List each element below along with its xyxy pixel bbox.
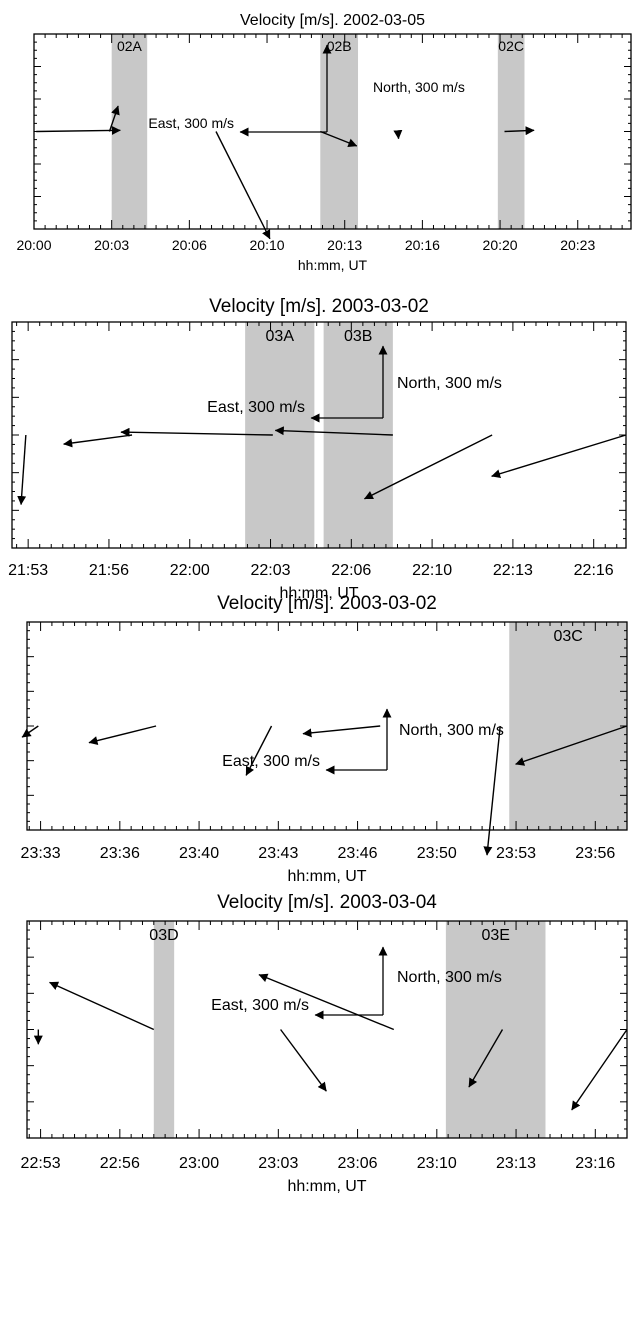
- east-scale-label: East, 300 m/s: [211, 997, 309, 1014]
- x-tick-label: 23:33: [21, 845, 61, 862]
- x-tick-label: 23:50: [417, 845, 457, 862]
- chart-title: Velocity [m/s]. 2003-03-04: [217, 892, 437, 913]
- x-tick-label: 20:13: [327, 237, 362, 253]
- x-tick-label: 20:16: [405, 237, 440, 253]
- x-tick-label: 20:00: [16, 237, 51, 253]
- interval-band: [509, 622, 627, 830]
- velocity-vector: [108, 105, 120, 132]
- x-tick-label: 23:16: [575, 1155, 615, 1172]
- interval-label: 03C: [553, 628, 582, 645]
- x-tick-label: 23:00: [179, 1155, 219, 1172]
- north-scale-label: North, 300 m/s: [373, 79, 465, 95]
- velocity-vector: [491, 434, 627, 479]
- velocity-vector: [302, 725, 381, 738]
- x-tick-label: 23:36: [100, 845, 140, 862]
- interval-band: [111, 34, 148, 229]
- chart-title: Velocity [m/s]. 2003-03-02: [217, 593, 437, 614]
- x-tick-label: 22:03: [251, 562, 291, 579]
- velocity-vector: [21, 725, 39, 738]
- interval-label: 03A: [266, 328, 295, 345]
- velocity-vector: [393, 129, 403, 140]
- x-tick-label: 21:53: [8, 562, 48, 579]
- x-tick-label: 20:10: [250, 237, 285, 253]
- north-scale-label: North, 300 m/s: [397, 969, 502, 986]
- interval-label: 03E: [481, 927, 509, 944]
- x-tick-label: 22:13: [493, 562, 533, 579]
- velocity-vector: [120, 427, 273, 437]
- x-tick-label: 23:03: [258, 1155, 298, 1172]
- interval-label: 02A: [117, 38, 143, 54]
- velocity-vector: [49, 981, 155, 1031]
- x-tick-label: 23:06: [338, 1155, 378, 1172]
- x-tick-label: 22:00: [170, 562, 210, 579]
- interval-label: 02C: [498, 38, 524, 54]
- x-tick-label: 23:13: [496, 1155, 536, 1172]
- velocity-vector: [88, 725, 157, 745]
- velocity-vector: [515, 725, 628, 766]
- velocity-panel: Velocity [m/s]. 2003-03-04 03D 03E 22:53 22:…: [21, 892, 628, 1195]
- x-tick-label: 23:56: [575, 845, 615, 862]
- x-tick-label: 22:53: [21, 1155, 61, 1172]
- velocity-vector: [504, 126, 535, 136]
- plot-frame: [11, 321, 627, 549]
- x-tick-label: 21:56: [89, 562, 129, 579]
- chart-title: Velocity [m/s]. 2003-03-02: [209, 296, 429, 317]
- velocity-vector: [245, 725, 273, 776]
- x-axis-label: hh:mm, UT: [298, 257, 368, 273]
- velocity-vector: [280, 1029, 327, 1092]
- east-scale-label: East, 300 m/s: [222, 753, 320, 770]
- velocity-vector: [364, 434, 493, 500]
- interval-label: 03D: [149, 927, 178, 944]
- velocity-panel: Velocity [m/s]. 2003-03-02 03A 03B 21:53 21:…: [8, 296, 627, 602]
- interval-band: [445, 921, 546, 1138]
- x-tick-label: 22:10: [412, 562, 452, 579]
- x-axis-label: hh:mm, UT: [287, 868, 366, 885]
- east-scale-label: East, 300 m/s: [148, 115, 234, 131]
- x-tick-label: 23:53: [496, 845, 536, 862]
- velocity-vector: [17, 434, 27, 506]
- velocity-vector: [483, 725, 501, 856]
- velocity-vector: [36, 125, 121, 135]
- velocity-vector: [63, 434, 133, 448]
- velocity-vector: [571, 1029, 628, 1111]
- velocity-vector: [215, 131, 271, 240]
- x-axis-label: hh:mm, UT: [279, 585, 358, 602]
- velocity-panel: Velocity [m/s]. 2002-03-05 02A 02B 02C 20:00…: [16, 12, 632, 273]
- x-tick-label: 23:10: [417, 1155, 457, 1172]
- x-tick-label: 22:56: [100, 1155, 140, 1172]
- interval-label: 02B: [327, 38, 352, 54]
- north-scale-label: North, 300 m/s: [399, 722, 504, 739]
- chart-title: Velocity [m/s]. 2002-03-05: [240, 12, 425, 29]
- x-tick-label: 23:46: [338, 845, 378, 862]
- x-tick-label: 22:16: [574, 562, 614, 579]
- x-tick-label: 23:40: [179, 845, 219, 862]
- x-tick-label: 20:20: [483, 237, 518, 253]
- x-axis-label: hh:mm, UT: [287, 1178, 366, 1195]
- east-scale-label: East, 300 m/s: [207, 399, 305, 416]
- velocity-vector: [258, 973, 395, 1031]
- interval-label: 03B: [344, 328, 372, 345]
- velocity-vector: [320, 130, 358, 148]
- velocity-vector: [468, 1029, 504, 1088]
- interval-band: [153, 921, 175, 1138]
- velocity-panel: Velocity [m/s]. 2003-03-02 03C 23:33 23:36 2…: [21, 593, 628, 885]
- velocity-vector: [274, 426, 393, 436]
- north-scale-label: North, 300 m/s: [397, 375, 502, 392]
- x-tick-label: 20:23: [560, 237, 595, 253]
- x-tick-label: 20:03: [94, 237, 129, 253]
- x-tick-label: 22:06: [331, 562, 371, 579]
- x-tick-label: 20:06: [172, 237, 207, 253]
- x-tick-label: 23:43: [258, 845, 298, 862]
